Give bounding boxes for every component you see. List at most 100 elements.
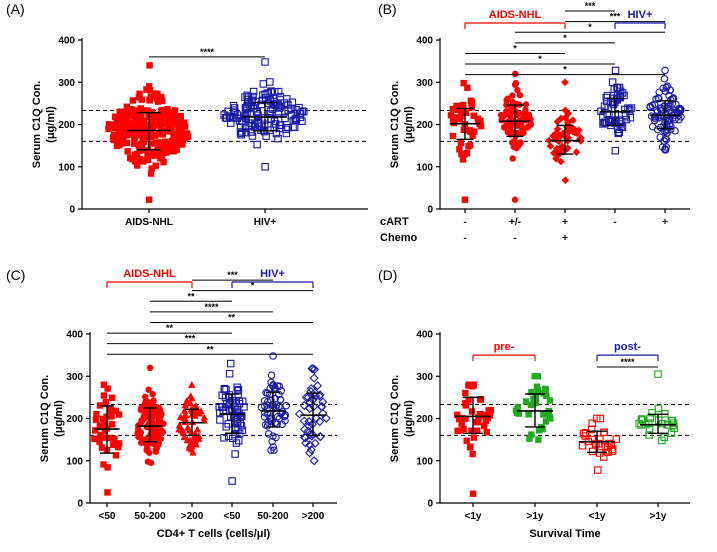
y-axis-unit: (μg/ml): [45, 106, 57, 143]
data-point: [613, 83, 621, 92]
data-point: [671, 127, 679, 135]
data-point: [306, 445, 316, 455]
data-point: [301, 438, 311, 448]
data-point: [470, 381, 477, 388]
data-point: [113, 142, 121, 150]
series-points: [454, 381, 495, 497]
data-point: [160, 158, 167, 166]
data-point: [253, 140, 261, 149]
data-point: [454, 427, 461, 435]
data-point: [188, 381, 196, 388]
y-axis-unit: (μg/ml): [403, 400, 415, 437]
data-point: [305, 448, 315, 458]
data-point: [282, 401, 290, 410]
data-point: [139, 436, 146, 443]
data-point: [129, 111, 137, 119]
data-point: [449, 105, 457, 113]
data-point: [525, 411, 532, 418]
data-point: [459, 106, 467, 114]
data-point: [111, 121, 119, 128]
data-point: [454, 411, 461, 419]
x-tick-label: >200: [181, 511, 204, 522]
data-point: [200, 413, 209, 421]
x-tick-label: <1y: [465, 511, 482, 522]
data-point: [512, 70, 519, 78]
data-point: [267, 115, 275, 123]
data-point: [131, 117, 139, 124]
data-point: [469, 490, 477, 497]
data-point: [152, 162, 159, 169]
data-point: [146, 150, 153, 158]
data-point: [276, 395, 285, 404]
data-point: [596, 414, 605, 423]
data-point: [165, 122, 172, 129]
row-value: +/-: [509, 217, 521, 228]
data-point: [447, 112, 455, 119]
data-point: [312, 381, 323, 391]
data-point: [259, 80, 268, 88]
data-point: [145, 83, 153, 90]
y-tick-label: 400: [66, 330, 83, 341]
data-point: [600, 428, 609, 437]
data-point: [215, 402, 223, 411]
significance-label: *: [538, 54, 542, 64]
data-point: [469, 450, 476, 458]
data-point: [140, 413, 148, 420]
data-point: [234, 385, 243, 394]
data-point: [522, 398, 530, 405]
data-point: [470, 434, 478, 441]
data-point: [274, 134, 282, 143]
data-point: [115, 440, 123, 447]
data-point: [138, 96, 146, 103]
data-point: [457, 139, 465, 147]
group-label: post-: [614, 341, 641, 353]
data-point: [666, 86, 675, 95]
y-tick-label: 400: [416, 36, 433, 47]
data-point: [509, 92, 516, 99]
data-point: [460, 101, 467, 109]
data-point: [128, 155, 136, 163]
data-point: [543, 392, 550, 399]
data-point: [155, 439, 162, 447]
data-point: [148, 133, 155, 141]
data-point: [220, 434, 228, 442]
data-point: [557, 114, 565, 123]
data-point: [301, 392, 311, 402]
data-point: [146, 62, 153, 69]
group-label: AIDS-NHL: [489, 9, 542, 21]
data-point: [151, 131, 158, 139]
data-point: [575, 126, 583, 134]
data-point: [290, 123, 299, 131]
panel-label: (C): [6, 267, 25, 283]
row-value: -: [463, 217, 466, 228]
data-point: [238, 426, 247, 435]
data-point: [149, 118, 156, 125]
data-point: [112, 407, 120, 415]
row-value: +: [562, 217, 568, 228]
x-tick-label: <50: [224, 511, 241, 522]
x-tick-label: <50: [99, 511, 116, 522]
data-point: [660, 433, 669, 442]
data-point: [482, 417, 490, 425]
data-point: [116, 136, 123, 144]
data-point: [158, 126, 165, 133]
data-point: [137, 129, 144, 136]
data-point: [477, 410, 484, 418]
data-point: [152, 448, 160, 455]
data-point: [123, 118, 130, 125]
data-point: [318, 408, 328, 418]
data-point: [263, 89, 271, 97]
data-point: [104, 489, 111, 496]
data-point: [96, 438, 103, 446]
data-point: [226, 398, 234, 407]
data-point: [109, 134, 117, 141]
group-label: HIV+: [628, 9, 653, 21]
data-point: [600, 453, 608, 461]
x-tick-label: 50-200: [257, 511, 289, 522]
data-point: [465, 397, 472, 404]
data-point: [181, 401, 189, 409]
data-point: [466, 142, 474, 149]
y-tick-label: 300: [416, 372, 433, 383]
data-point: [309, 364, 320, 374]
data-point: [310, 438, 320, 448]
